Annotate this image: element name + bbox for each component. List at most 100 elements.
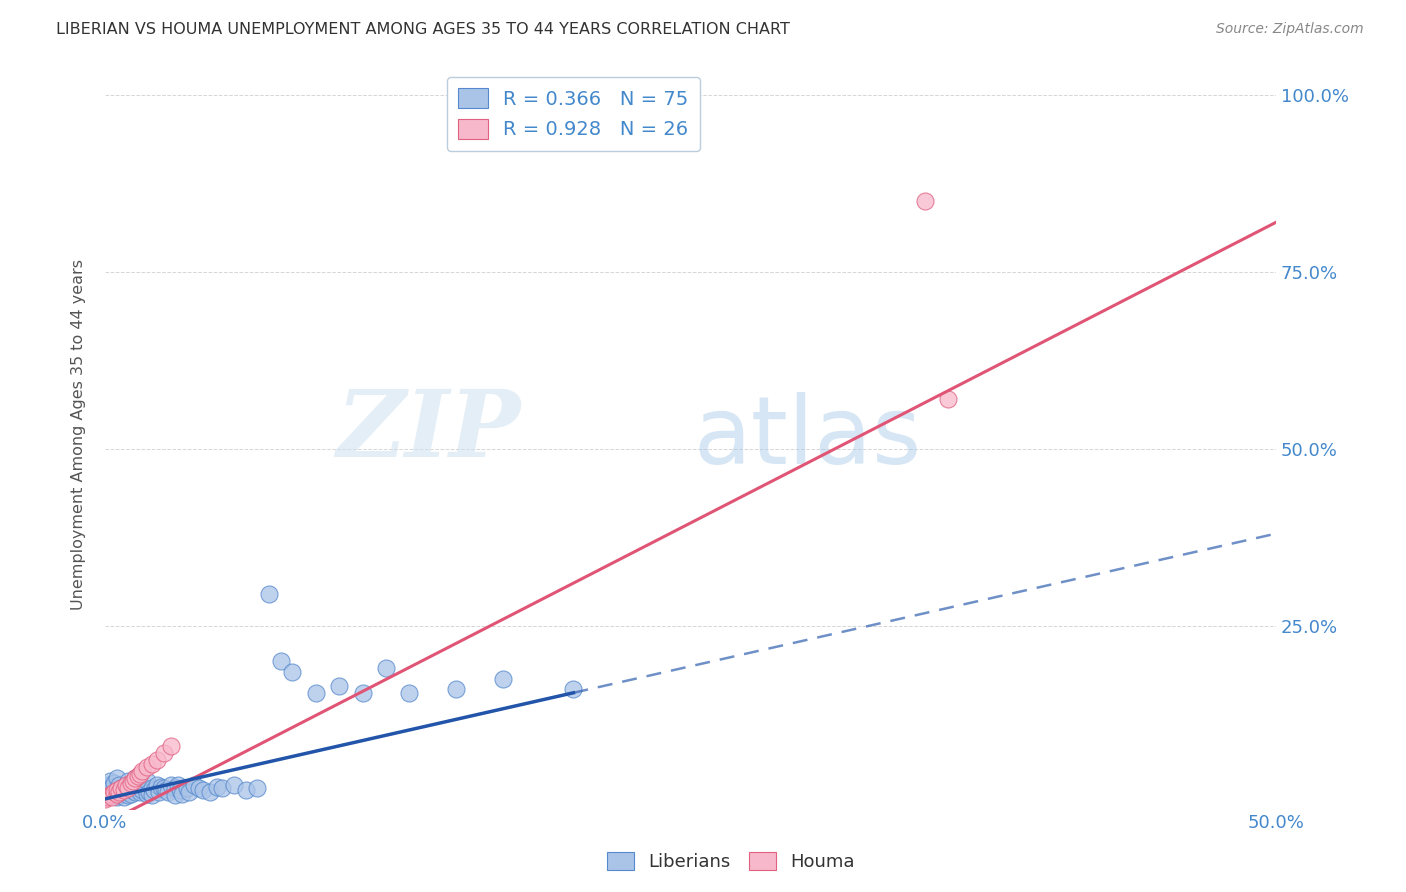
Y-axis label: Unemployment Among Ages 35 to 44 years: Unemployment Among Ages 35 to 44 years (72, 259, 86, 610)
Point (398, 686, 420, 700)
Point (112, 782, 135, 797)
Point (96, 778, 118, 792)
Point (270, 654, 292, 668)
Point (136, 787, 159, 801)
Point (157, 785, 180, 799)
Point (328, 679, 350, 693)
Point (105, 789, 128, 804)
Point (187, 781, 209, 796)
Point (166, 778, 188, 792)
Point (98, 774, 121, 789)
Point (141, 789, 163, 803)
Point (94, 781, 117, 796)
Point (124, 771, 146, 785)
Legend: Liberians, Houma: Liberians, Houma (600, 845, 862, 879)
Legend: R = 0.366   N = 75, R = 0.928   N = 26: R = 0.366 N = 75, R = 0.928 N = 26 (447, 77, 700, 151)
Point (159, 778, 181, 792)
Point (200, 785, 222, 799)
Point (108, 785, 131, 799)
Point (131, 782, 153, 797)
Point (179, 785, 201, 799)
Text: LIBERIAN VS HOUMA UNEMPLOYMENT AMONG AGES 35 TO 44 YEARS CORRELATION CHART: LIBERIAN VS HOUMA UNEMPLOYMENT AMONG AGE… (56, 22, 790, 37)
Point (141, 756, 163, 771)
Point (94, 785, 117, 799)
Point (110, 781, 132, 796)
Text: ZIP: ZIP (336, 386, 520, 475)
Point (136, 760, 159, 774)
Point (120, 775, 142, 789)
Point (112, 782, 135, 797)
Point (105, 785, 128, 799)
Point (150, 780, 173, 794)
Point (101, 785, 124, 799)
Point (115, 785, 138, 799)
Point (155, 782, 177, 797)
Point (122, 778, 145, 792)
Point (127, 781, 149, 796)
Point (105, 787, 128, 801)
Point (152, 781, 174, 796)
Point (105, 782, 128, 797)
Point (117, 774, 139, 789)
Point (492, 672, 515, 686)
Point (98, 789, 121, 803)
Point (103, 789, 125, 803)
Point (96, 789, 118, 804)
Point (98, 782, 121, 797)
Point (110, 781, 132, 796)
Point (281, 665, 304, 679)
Point (145, 753, 167, 767)
Point (94, 792, 117, 806)
Point (129, 778, 152, 792)
Point (172, 787, 194, 801)
Point (122, 782, 145, 797)
Point (446, 682, 468, 697)
Point (148, 785, 170, 799)
Point (127, 768, 149, 782)
Point (141, 781, 163, 796)
Point (131, 764, 153, 778)
Text: Source: ZipAtlas.com: Source: ZipAtlas.com (1216, 22, 1364, 37)
Point (115, 780, 138, 794)
Point (136, 774, 159, 789)
Point (562, 682, 585, 697)
Point (305, 686, 328, 700)
Point (246, 781, 269, 796)
Point (129, 767, 152, 781)
Point (222, 778, 245, 792)
Point (183, 778, 205, 792)
Point (352, 686, 374, 700)
Point (122, 774, 145, 789)
Point (134, 781, 156, 796)
Point (117, 781, 139, 796)
Point (108, 778, 131, 792)
Point (105, 771, 128, 785)
Point (914, 194, 936, 208)
Point (143, 782, 166, 797)
Point (375, 661, 398, 675)
Point (176, 781, 198, 796)
Point (235, 782, 257, 797)
Point (211, 781, 233, 796)
Point (193, 782, 215, 797)
Point (101, 780, 124, 794)
Point (110, 787, 132, 801)
Point (207, 780, 229, 794)
Point (138, 785, 160, 799)
Point (115, 778, 138, 792)
Point (117, 789, 139, 803)
Point (165, 781, 187, 796)
Point (103, 775, 125, 789)
Point (108, 789, 131, 803)
Text: atlas: atlas (693, 392, 922, 484)
Point (120, 787, 142, 801)
Point (101, 789, 124, 804)
Point (159, 739, 181, 753)
Point (936, 392, 959, 407)
Point (112, 789, 135, 804)
Point (96, 789, 118, 803)
Point (117, 781, 139, 796)
Point (257, 587, 280, 601)
Point (129, 785, 152, 799)
Point (124, 785, 146, 799)
